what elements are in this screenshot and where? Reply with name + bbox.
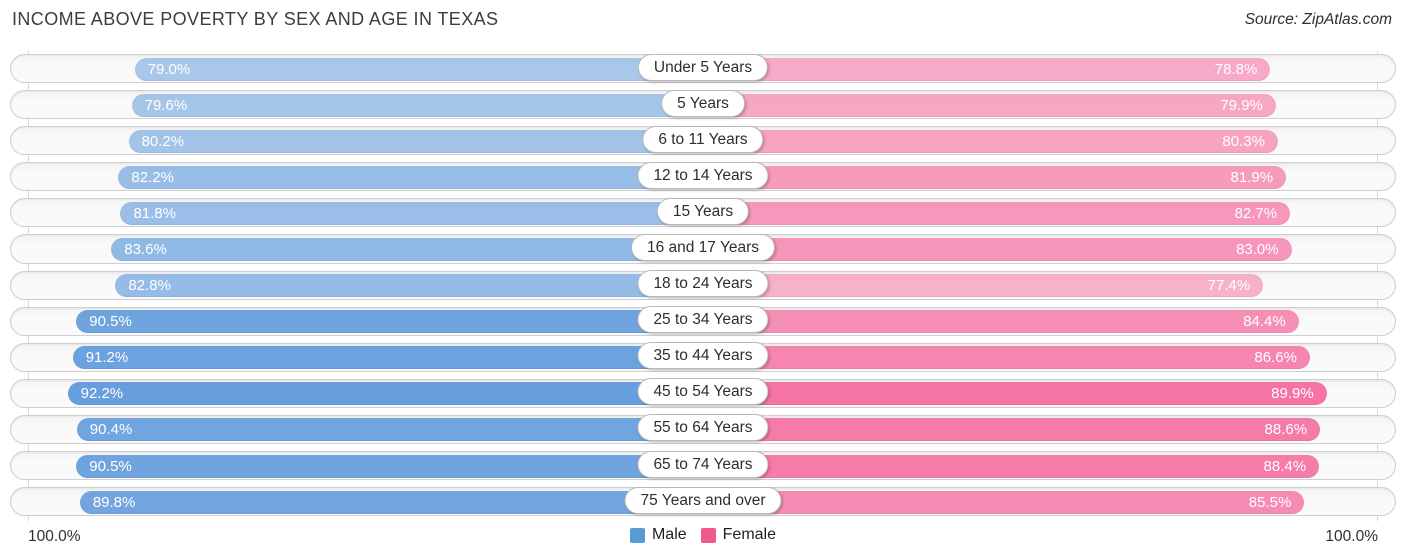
male-value-label: 82.2% — [131, 168, 174, 186]
male-value-label: 91.2% — [85, 349, 129, 367]
male-bar: 90.4% — [76, 418, 703, 442]
female-value-label: 81.9% — [1230, 168, 1274, 186]
legend: Male Female — [0, 526, 1406, 544]
female-swatch-icon — [700, 527, 716, 543]
male-bar: 83.6% — [111, 237, 703, 261]
male-bar: 81.8% — [120, 201, 703, 225]
chart-title: INCOME ABOVE POVERTY BY SEX AND AGE IN T… — [12, 9, 499, 29]
male-value-label: 92.2% — [80, 385, 124, 403]
male-value-label: 90.5% — [89, 313, 132, 331]
female-value-label: 77.4% — [1207, 277, 1251, 295]
male-bar: 79.0% — [134, 57, 703, 81]
age-group-label: 75 Years and over — [624, 486, 782, 514]
male-value-label: 79.0% — [147, 60, 191, 78]
female-bar: 81.9% — [703, 165, 1287, 189]
age-group-label: 15 Years — [656, 197, 750, 225]
chart-row-75-years-and-over: 89.8% 85.5% 75 Years and over — [10, 484, 1396, 520]
male-value-label: 90.5% — [89, 457, 132, 475]
legend-item-male: Male — [629, 526, 687, 544]
age-group-label: 35 to 44 Years — [637, 342, 769, 370]
chart-row-15-years: 81.8% 82.7% 15 Years — [10, 195, 1396, 231]
male-value-label: 81.8% — [133, 204, 176, 222]
male-value-label: 82.8% — [128, 277, 171, 295]
chart-row-16-and-17-years: 83.6% 83.0% 16 and 17 Years — [10, 231, 1396, 267]
age-group-label: 45 to 54 Years — [637, 378, 769, 406]
chart-row-55-to-64-years: 90.4% 88.6% 55 to 64 Years — [10, 412, 1396, 448]
female-bar: 79.9% — [703, 93, 1276, 117]
legend-label-female: Female — [722, 526, 777, 543]
age-group-label: 16 and 17 Years — [630, 233, 776, 261]
male-bar: 90.5% — [76, 310, 703, 334]
female-value-label: 79.9% — [1220, 96, 1263, 114]
chart-row-18-to-24-years: 82.8% 77.4% 18 to 24 Years — [10, 268, 1396, 304]
age-group-label: 6 to 11 Years — [642, 125, 764, 153]
female-bar: 84.4% — [703, 310, 1299, 334]
female-bar: 86.6% — [703, 346, 1310, 370]
male-bar: 92.2% — [67, 382, 703, 406]
female-value-label: 86.6% — [1254, 349, 1297, 367]
male-value-label: 83.6% — [124, 240, 167, 258]
female-value-label: 85.5% — [1248, 493, 1292, 511]
female-bar: 88.6% — [703, 418, 1321, 442]
male-bar: 79.6% — [131, 93, 703, 117]
age-group-label: 55 to 64 Years — [637, 414, 769, 442]
age-group-label: 5 Years — [661, 89, 745, 117]
female-value-label: 84.4% — [1243, 313, 1286, 331]
female-bar: 82.7% — [703, 201, 1291, 225]
chart-footer: 100.0% Male Female 100.0% — [0, 524, 1406, 552]
male-bar: 82.8% — [115, 274, 703, 298]
female-bar: 77.4% — [703, 274, 1264, 298]
legend-label-male: Male — [651, 526, 687, 543]
male-swatch-icon — [629, 527, 645, 543]
female-value-label: 80.3% — [1222, 132, 1265, 150]
age-group-label: Under 5 Years — [637, 53, 769, 81]
male-value-label: 80.2% — [141, 132, 185, 150]
male-value-label: 89.8% — [92, 493, 136, 511]
female-bar: 78.8% — [703, 57, 1271, 81]
female-value-label: 78.8% — [1214, 60, 1258, 78]
male-bar: 80.2% — [128, 129, 703, 153]
male-value-label: 90.4% — [89, 421, 133, 439]
female-value-label: 88.6% — [1264, 421, 1308, 439]
female-bar: 85.5% — [703, 490, 1305, 514]
chart-row-under-5-years: 79.0% 78.8% Under 5 Years — [10, 51, 1396, 87]
chart-row-35-to-44-years: 91.2% 86.6% 35 to 44 Years — [10, 340, 1396, 376]
male-bar: 91.2% — [72, 346, 703, 370]
female-bar: 83.0% — [703, 237, 1292, 261]
age-group-label: 65 to 74 Years — [637, 450, 769, 478]
female-value-label: 89.9% — [1271, 385, 1314, 403]
female-bar: 89.9% — [703, 382, 1327, 406]
chart-row-45-to-54-years: 92.2% 89.9% 45 to 54 Years — [10, 376, 1396, 412]
chart-row-25-to-34-years: 90.5% 84.4% 25 to 34 Years — [10, 304, 1396, 340]
chart-row-5-years: 79.6% 79.9% 5 Years — [10, 87, 1396, 123]
male-bar: 90.5% — [76, 454, 703, 478]
source-credit: Source: ZipAtlas.com — [1244, 11, 1392, 28]
x-axis-right-max-label: 100.0% — [1325, 528, 1378, 545]
x-axis-left-max-label: 100.0% — [28, 528, 81, 545]
male-value-label: 79.6% — [144, 96, 188, 114]
age-group-label: 12 to 14 Years — [637, 161, 769, 189]
age-group-label: 18 to 24 Years — [637, 270, 769, 298]
male-bar: 89.8% — [79, 490, 703, 514]
male-bar: 82.2% — [118, 165, 703, 189]
age-group-label: 25 to 34 Years — [637, 306, 769, 334]
female-value-label: 82.7% — [1234, 204, 1278, 222]
female-value-label: 83.0% — [1236, 240, 1279, 258]
chart-plot-area: 79.0% 78.8% Under 5 Years 79.6% 79.9% 5 Years… — [10, 51, 1396, 521]
female-value-label: 88.4% — [1263, 457, 1307, 475]
female-bar: 88.4% — [703, 454, 1320, 478]
chart-row-6-to-11-years: 80.2% 80.3% 6 to 11 Years — [10, 123, 1396, 159]
chart-row-65-to-74-years: 90.5% 88.4% 65 to 74 Years — [10, 448, 1396, 484]
chart-row-12-to-14-years: 82.2% 81.9% 12 to 14 Years — [10, 159, 1396, 195]
legend-item-female: Female — [700, 526, 777, 544]
female-bar: 80.3% — [703, 129, 1278, 153]
